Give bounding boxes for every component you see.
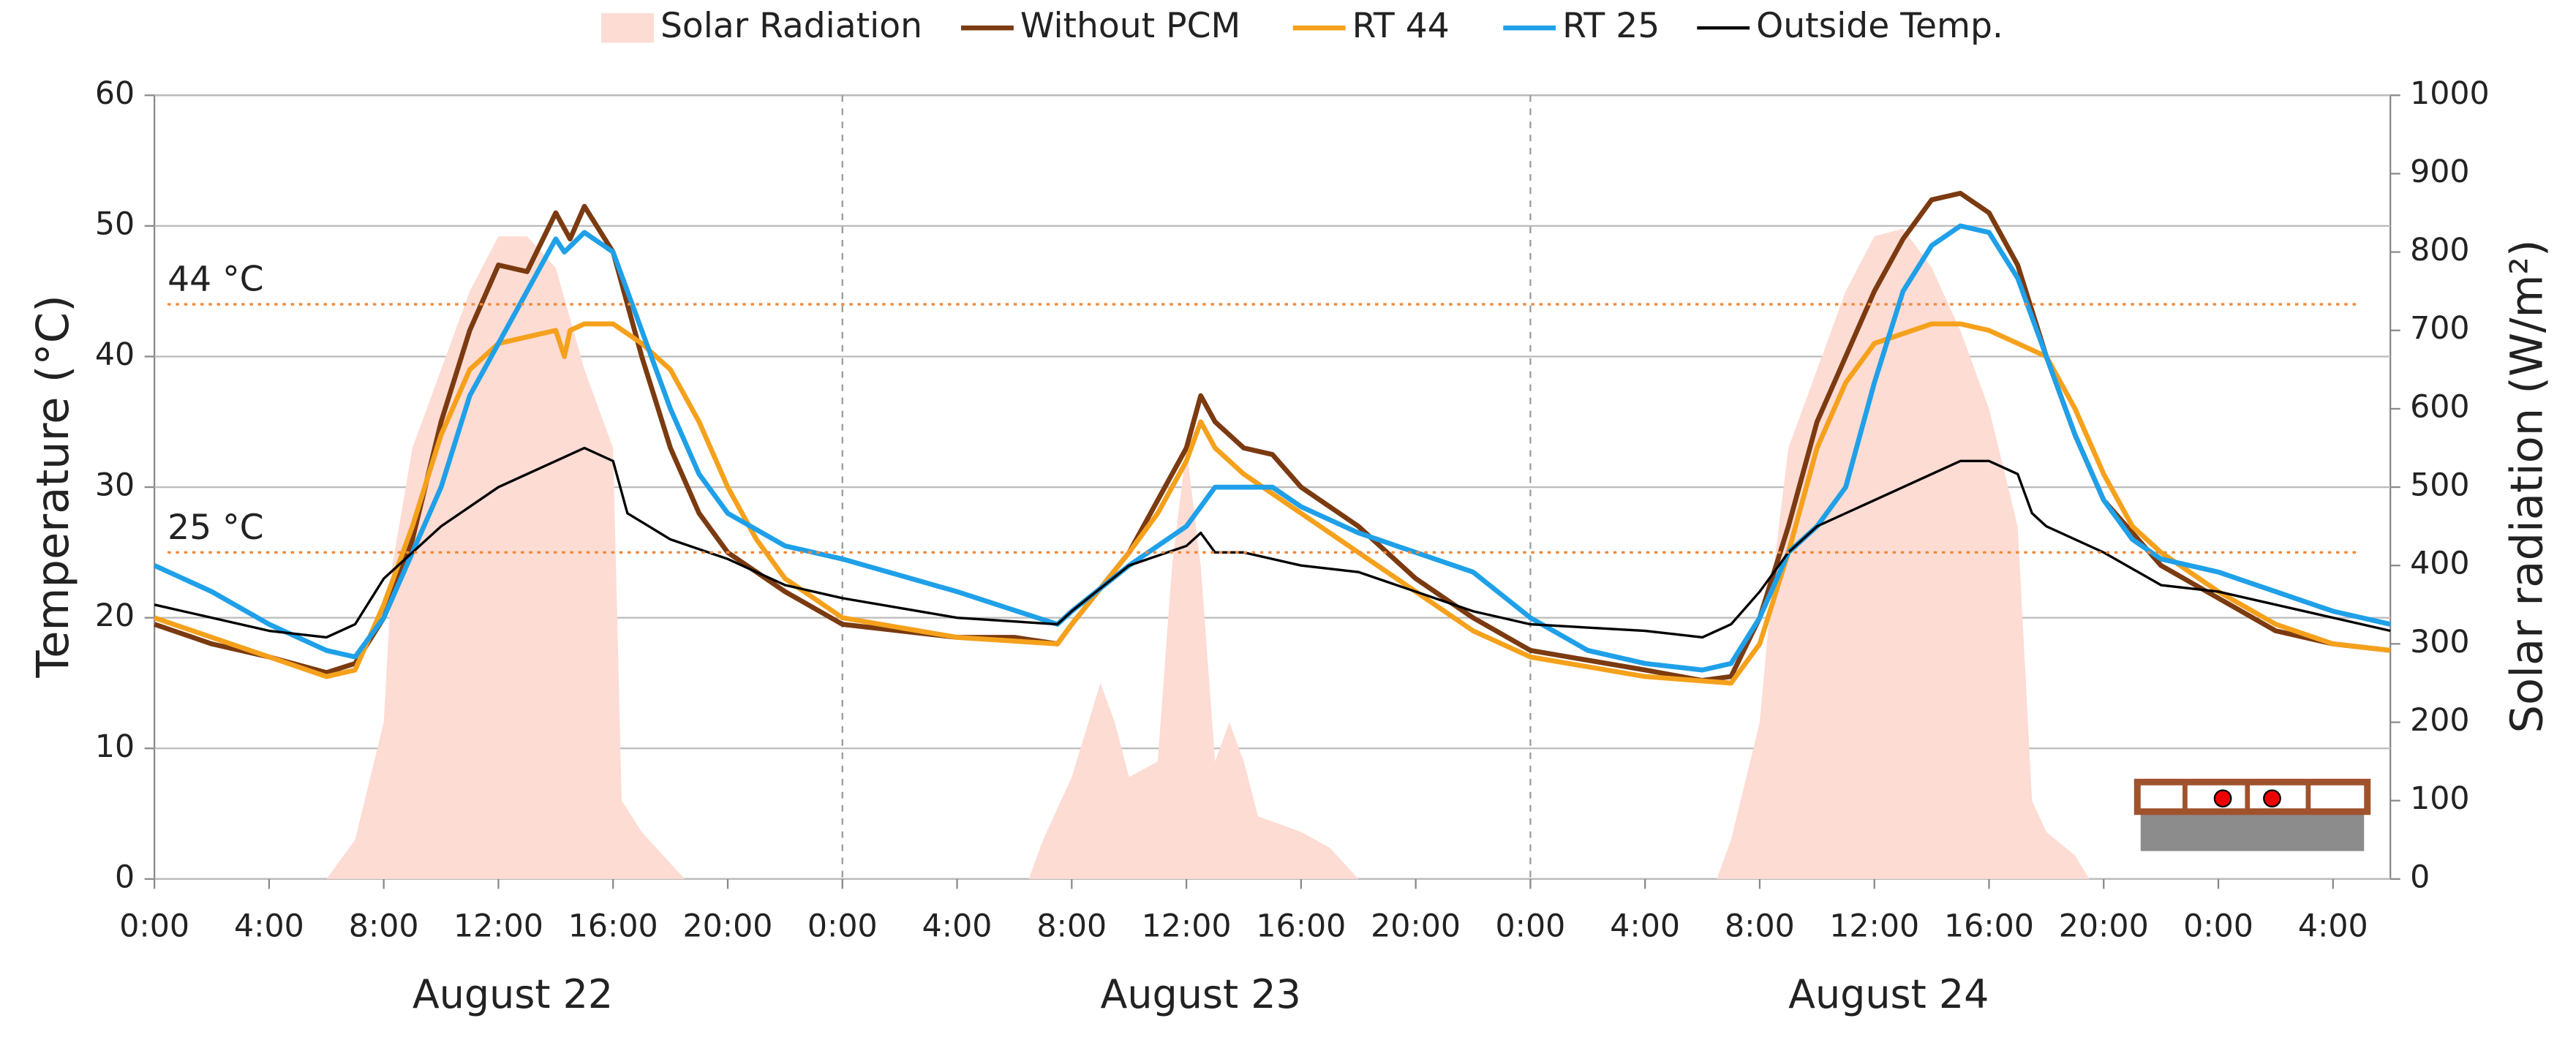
- x-tick-label: 8:00: [349, 908, 419, 945]
- series-line: [153, 223, 2391, 673]
- y-tick-label: 30: [95, 467, 135, 504]
- y2-axis-title: Solar radiation (W/m²): [2502, 239, 2553, 733]
- y2-tick-label: 600: [2410, 388, 2469, 425]
- x-tick-label: 12:00: [1829, 908, 1919, 945]
- x-tick-label: 0:00: [1496, 908, 1566, 945]
- x-tick-label: 0:00: [2183, 908, 2253, 945]
- day-label: August 22: [413, 971, 613, 1017]
- x-tick-label: 16:00: [1256, 908, 1346, 945]
- x-tick-label: 16:00: [1944, 908, 2034, 945]
- x-tick-label: 0:00: [119, 908, 189, 945]
- inset-icon: [2134, 778, 2371, 851]
- x-tick-label: 16:00: [568, 908, 658, 945]
- y2-tick-label: 1000: [2410, 75, 2490, 112]
- day-label: August 24: [1788, 971, 1989, 1017]
- x-tick-label: 12:00: [453, 908, 543, 945]
- y2-tick-label: 800: [2410, 232, 2469, 268]
- x-tick-label: 8:00: [1036, 908, 1107, 945]
- x-tick-label: 20:00: [1371, 908, 1461, 945]
- reference-label: 44 °C: [167, 260, 263, 300]
- y-tick-label: 40: [95, 336, 135, 373]
- x-tick-label: 4:00: [922, 908, 993, 945]
- y2-tick-label: 700: [2410, 310, 2469, 347]
- x-tick-label: 4:00: [234, 908, 304, 945]
- y2-tick-label: 400: [2410, 546, 2469, 582]
- legend-label: Outside Temp.: [1756, 6, 2003, 46]
- y-tick-label: 60: [95, 75, 135, 112]
- legend-label: RT 44: [1352, 6, 1450, 46]
- y-tick-label: 50: [95, 206, 135, 242]
- legend-swatch: [601, 12, 654, 43]
- series-line: [154, 321, 2391, 686]
- series-line: [154, 190, 2391, 683]
- x-tick-label: 12:00: [1142, 908, 1232, 945]
- day-label: August 23: [1101, 971, 1301, 1017]
- y-tick-label: 20: [95, 598, 135, 634]
- y-tick-label: 10: [95, 728, 135, 765]
- x-tick-label: 4:00: [1610, 908, 1680, 945]
- y2-tick-label: 100: [2410, 780, 2469, 817]
- y-tick-label: 0: [115, 859, 135, 895]
- y-axis-title: Temperature (°C): [28, 295, 79, 678]
- x-tick-label: 4:00: [2298, 908, 2368, 945]
- y2-tick-label: 900: [2410, 154, 2469, 190]
- legend-label: RT 25: [1562, 6, 1660, 46]
- solar-area: [326, 228, 2090, 879]
- reference-label: 25 °C: [167, 508, 263, 548]
- legend-label: Solar Radiation: [660, 6, 922, 46]
- y2-tick-label: 200: [2410, 702, 2469, 739]
- y2-tick-label: 500: [2410, 467, 2469, 504]
- x-tick-label: 0:00: [807, 908, 878, 945]
- x-tick-label: 8:00: [1725, 908, 1795, 945]
- x-tick-label: 20:00: [683, 908, 773, 945]
- legend-label: Without PCM: [1020, 6, 1240, 46]
- x-tick-label: 20:00: [2059, 908, 2149, 945]
- y2-tick-label: 0: [2410, 859, 2430, 895]
- y2-tick-label: 300: [2410, 624, 2469, 660]
